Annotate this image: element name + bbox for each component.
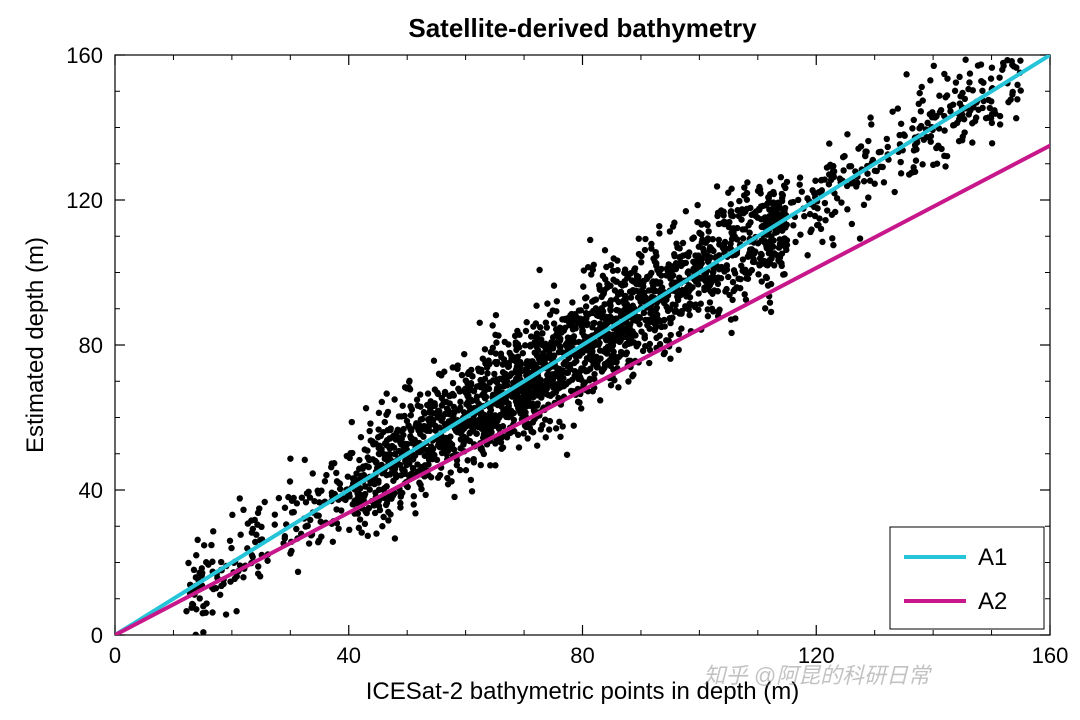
svg-text:Satellite-derived bathymetry: Satellite-derived bathymetry xyxy=(408,13,757,43)
svg-text:80: 80 xyxy=(570,643,594,668)
svg-text:40: 40 xyxy=(337,643,361,668)
svg-text:40: 40 xyxy=(79,478,103,503)
svg-text:120: 120 xyxy=(66,188,103,213)
legend-label-A2: A2 xyxy=(978,588,1007,615)
svg-text:120: 120 xyxy=(798,643,835,668)
svg-text:80: 80 xyxy=(79,333,103,358)
svg-text:160: 160 xyxy=(1032,643,1069,668)
legend: A1 A2 xyxy=(890,527,1044,629)
chart-container: 0 40 80 120 160 0 40 80 120 160 Satellite-derived … xyxy=(0,0,1080,720)
svg-text:Estimated depth (m): Estimated depth (m) xyxy=(22,237,49,453)
svg-text:0: 0 xyxy=(109,643,121,668)
legend-label-A1: A1 xyxy=(978,544,1007,571)
svg-text:160: 160 xyxy=(66,43,103,68)
scatter-chart: 0 40 80 120 160 0 40 80 120 160 Satellite-derived … xyxy=(0,0,1080,720)
svg-text:0: 0 xyxy=(91,623,103,648)
svg-text:ICESat-2 bathymetric points in: ICESat-2 bathymetric points in depth (m) xyxy=(366,678,800,705)
